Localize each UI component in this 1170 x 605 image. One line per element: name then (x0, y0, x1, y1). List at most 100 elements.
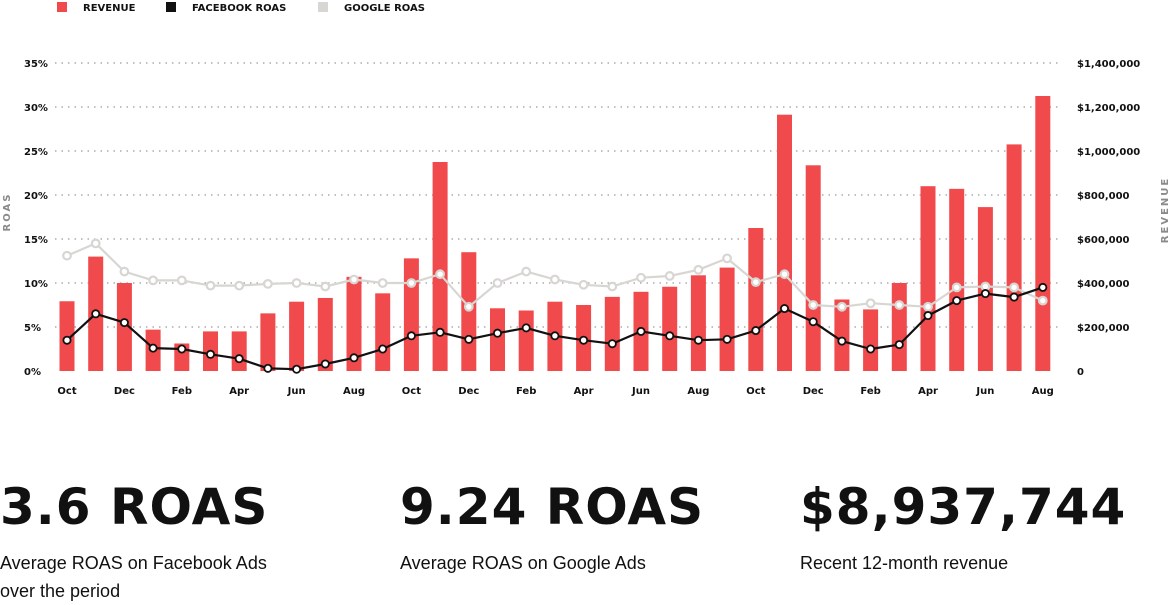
data-point (90, 238, 101, 249)
data-point (578, 279, 589, 290)
x-tick-label: Apr (229, 386, 249, 397)
data-point (177, 344, 187, 354)
right-axis-ticks: 0 $200,000 $400,000 $600,000 $800,000 $1,000,… (1077, 59, 1140, 378)
data-point (808, 317, 818, 327)
stat-facebook-roas: 3.6 ROAS Average ROAS on Facebook Ads ov… (0, 470, 300, 605)
revenue-bar (231, 331, 247, 371)
right-axis-title: REVENUE (1160, 177, 1170, 243)
data-point (62, 250, 72, 261)
x-tick-label: Oct (746, 386, 765, 397)
data-point (205, 280, 216, 291)
data-point (406, 278, 417, 288)
data-point (463, 301, 474, 312)
stat-label: Recent 12-month revenue (800, 553, 1009, 573)
data-point (1009, 282, 1019, 293)
left-tick-label: 10% (24, 279, 48, 290)
roas-revenue-chart: REVENUE FACEBOOK ROAS GOOGLE ROAS 0% 5% 10% 1… (2, 2, 1170, 397)
x-tick-label: Jun (287, 386, 306, 397)
revenue-bar (949, 188, 965, 371)
data-point (808, 300, 819, 310)
data-point (406, 331, 416, 341)
data-point (1038, 282, 1048, 292)
revenue-bar (490, 308, 505, 371)
revenue-bar (920, 186, 936, 371)
data-point (837, 301, 847, 312)
data-point (435, 269, 446, 280)
x-tick-label: Feb (860, 386, 880, 397)
data-point (866, 344, 876, 354)
x-tick-label: Aug (1032, 386, 1054, 397)
revenue-bar (403, 258, 419, 371)
revenue-bar (260, 313, 276, 371)
revenue-bar (289, 301, 305, 371)
revenue-bar (805, 165, 821, 371)
revenue-bar (690, 275, 706, 371)
right-tick-label: $1,200,000 (1077, 103, 1140, 114)
x-tick-label: Feb (172, 386, 192, 397)
data-point (62, 335, 72, 345)
data-point (607, 281, 618, 292)
revenue-bar (432, 162, 448, 371)
legend: REVENUE FACEBOOK ROAS GOOGLE ROAS (57, 2, 425, 14)
data-point (148, 275, 159, 286)
data-point (292, 364, 302, 374)
data-point (377, 278, 388, 288)
data-point (579, 335, 589, 345)
stat-label: Average ROAS on Facebook Ads over the pe… (0, 553, 267, 601)
data-point (780, 304, 790, 314)
data-point (693, 335, 703, 345)
data-point (234, 280, 245, 291)
right-tick-label: $1,400,000 (1077, 59, 1140, 70)
data-point (176, 275, 187, 286)
data-point (378, 344, 388, 354)
left-tick-label: 5% (24, 323, 41, 334)
google-roas-series (62, 238, 1048, 312)
data-point (952, 296, 962, 306)
data-point (205, 349, 215, 359)
x-tick-label: Jun (975, 386, 994, 397)
roas-lines (62, 238, 1048, 374)
revenue-bar (662, 286, 678, 371)
data-point (664, 271, 675, 281)
data-point (521, 266, 532, 277)
data-point (923, 301, 933, 312)
left-tick-label: 30% (24, 103, 48, 114)
data-point (722, 253, 732, 264)
stat-value: 3.6 ROAS (0, 478, 269, 536)
revenue-bar (375, 293, 391, 371)
facebook-roas-series (62, 282, 1048, 374)
revenue-bars (59, 96, 1051, 371)
data-point (492, 278, 503, 288)
data-point (693, 264, 704, 275)
data-point (234, 354, 244, 364)
data-point (320, 281, 331, 292)
right-tick-label: $800,000 (1077, 191, 1130, 202)
revenue-bar (317, 297, 333, 371)
data-point (1009, 292, 1019, 302)
right-tick-label: $600,000 (1077, 235, 1130, 246)
data-point (837, 336, 847, 346)
legend-swatch-revenue (57, 2, 67, 12)
data-point (349, 353, 359, 363)
data-point (91, 309, 101, 319)
data-point (435, 327, 445, 337)
summary-stats: 3.6 ROAS Average ROAS on Facebook Ads ov… (0, 470, 1170, 603)
revenue-bar (777, 114, 792, 371)
data-point (263, 278, 273, 289)
stat-value: $8,937,744 (800, 478, 1127, 536)
x-tick-label: Dec (114, 386, 135, 397)
data-point (951, 282, 962, 293)
data-point (1037, 295, 1048, 306)
left-tick-label: 25% (24, 147, 48, 158)
left-tick-label: 20% (24, 191, 48, 202)
data-point (291, 278, 302, 288)
stat-label: Average ROAS on Google Ads (400, 553, 646, 573)
x-tick-label: Aug (343, 386, 365, 397)
stat-google-roas: 9.24 ROAS Average ROAS on Google Ads (400, 470, 704, 577)
data-point (263, 363, 273, 373)
x-tick-label: Oct (402, 386, 421, 397)
right-tick-label: $1,000,000 (1077, 147, 1140, 158)
right-tick-label: $200,000 (1077, 323, 1130, 334)
data-point (894, 300, 905, 310)
data-point (923, 311, 933, 321)
